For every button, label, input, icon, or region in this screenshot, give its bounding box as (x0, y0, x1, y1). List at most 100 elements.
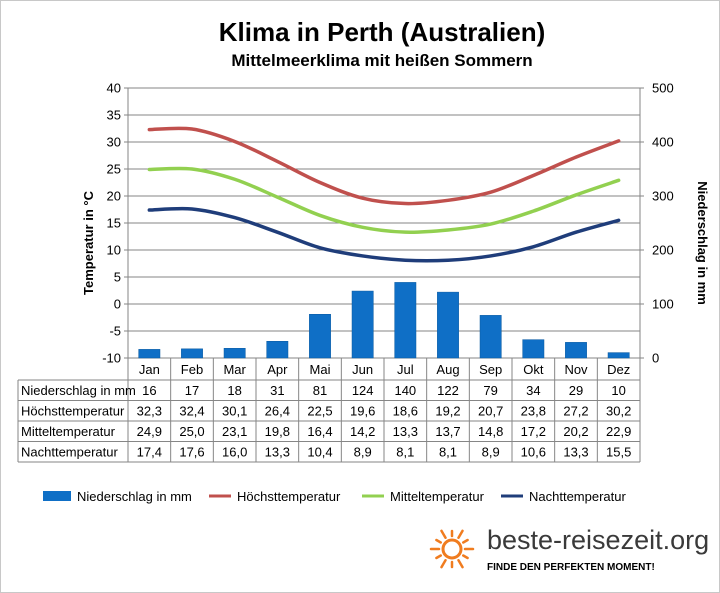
x-category-label: Aug (436, 362, 459, 377)
table-cell: 23,8 (521, 404, 546, 419)
precipitation-bar (138, 349, 161, 359)
table-cell: 10,4 (307, 445, 332, 460)
x-category-label: Sep (479, 362, 502, 377)
table-cell: 8,9 (354, 445, 372, 460)
chart-subtitle: Mittelmeerklima mit heißen Sommern (231, 51, 532, 70)
table-cell: 19,6 (350, 404, 375, 419)
precipitation-bar (309, 314, 331, 359)
table-cell: 8,9 (482, 445, 500, 460)
table-cell: 22,5 (307, 404, 332, 419)
x-category-label: Mar (223, 362, 246, 377)
sun-ray (462, 554, 469, 560)
max-temperature-line (147, 126, 621, 206)
precipitation-bars (138, 282, 630, 359)
table-cell: 13,3 (265, 445, 290, 460)
x-category-label: Okt (523, 362, 544, 377)
legend-label: Nachttemperatur (529, 489, 626, 504)
legend: Niederschlag in mm Höchsttemperatur Mittel… (43, 489, 626, 504)
table-cell: 16 (142, 383, 156, 398)
table-cell: 17,2 (521, 424, 546, 439)
table-row-header: Nachttemperatur (21, 445, 118, 460)
table-cell: 13,3 (563, 445, 588, 460)
table-cell: 19,8 (265, 424, 290, 439)
legend-swatch-precipitation (43, 491, 71, 501)
legend-label: Niederschlag in mm (77, 489, 192, 504)
precipitation-bar (266, 341, 289, 359)
table-cell: 17,4 (137, 445, 162, 460)
precipitation-bar (522, 339, 545, 359)
sun-ray (440, 559, 447, 569)
table-cell: 29 (569, 383, 583, 398)
left-tick-label: 30 (107, 135, 121, 150)
precipitation-bar (394, 282, 417, 359)
table-cell: 16,0 (222, 445, 247, 460)
table-cell: 122 (437, 383, 459, 398)
sun-ray (435, 554, 442, 560)
x-category-label: Dez (607, 362, 630, 377)
table-cell: 24,9 (137, 424, 162, 439)
precipitation-bar (181, 348, 203, 359)
table-cell: 17,6 (179, 445, 204, 460)
precipitation-bar (437, 291, 459, 359)
table-cell: 20,2 (563, 424, 588, 439)
table-cell: 79 (483, 383, 497, 398)
mean-temperature-line (147, 166, 621, 235)
precipitation-bar (479, 315, 502, 359)
y-left-axis-title: Temperatur in °C (81, 190, 96, 295)
table-cell: 8,1 (439, 445, 457, 460)
left-tick-label: 20 (107, 189, 121, 204)
right-tick-label: 300 (652, 189, 674, 204)
table-cell: 14,2 (350, 424, 375, 439)
sun-core (441, 538, 463, 560)
right-axis-ticks: 500 400 300 200 100 0 (652, 81, 674, 366)
table-row-header: Höchsttemperatur (21, 404, 125, 419)
night-temperature-line (147, 206, 621, 263)
left-tick-label: 15 (107, 216, 121, 231)
table-cell: 13,3 (393, 424, 418, 439)
left-tick-label: 35 (107, 108, 121, 123)
sun-ray (462, 538, 469, 544)
table-cell: 26,4 (265, 404, 290, 419)
x-category-label: Mai (310, 362, 331, 377)
table-cell: 81 (313, 383, 327, 398)
precipitation-bar (223, 348, 246, 359)
y-right-axis-title: Niederschlag in mm (695, 181, 710, 305)
right-tick-label: 400 (652, 135, 674, 150)
brand-name: beste-reisezeit.org (487, 525, 709, 555)
table-cell: 34 (526, 383, 540, 398)
brand-tagline: FINDE DEN PERFEKTEN MOMENT! (487, 562, 655, 573)
x-category-label: Feb (181, 362, 203, 377)
x-category-label: Apr (267, 362, 288, 377)
x-category-label: Nov (564, 362, 588, 377)
precipitation-bar (565, 342, 587, 359)
x-category-label: Jun (352, 362, 373, 377)
left-tick-label: -10 (102, 351, 121, 366)
x-category-label: Jul (397, 362, 414, 377)
left-axis-ticks: 40 35 30 25 20 15 10 5 0 -5 -10 Jan Feb Mar Apr Mai Jun J… (102, 81, 630, 378)
sun-ray (435, 538, 442, 544)
table-cell: 13,7 (435, 424, 460, 439)
sun-icon (429, 529, 475, 569)
sun-ray (457, 529, 464, 539)
sun-ray (440, 529, 447, 539)
left-tick-label: 0 (114, 297, 121, 312)
left-tick-label: 5 (114, 270, 121, 285)
table-cell: 20,7 (478, 404, 503, 419)
table-cell: 32,4 (179, 404, 204, 419)
table-cell: 10,6 (521, 445, 546, 460)
table-cell: 23,1 (222, 424, 247, 439)
table-row-header: Mitteltemperatur (21, 424, 116, 439)
x-category-label: Jan (139, 362, 160, 377)
table-cell: 140 (394, 383, 416, 398)
precipitation-bar (351, 290, 374, 359)
right-tick-label: 200 (652, 243, 674, 258)
temperature-lines (147, 126, 621, 263)
precipitation-bar (607, 352, 630, 359)
left-tick-label: 40 (107, 81, 121, 96)
table-cell: 30,2 (606, 404, 631, 419)
table-cell: 124 (352, 383, 374, 398)
table-cell: 27,2 (563, 404, 588, 419)
table-cell: 32,3 (137, 404, 162, 419)
table-cell: 25,0 (179, 424, 204, 439)
